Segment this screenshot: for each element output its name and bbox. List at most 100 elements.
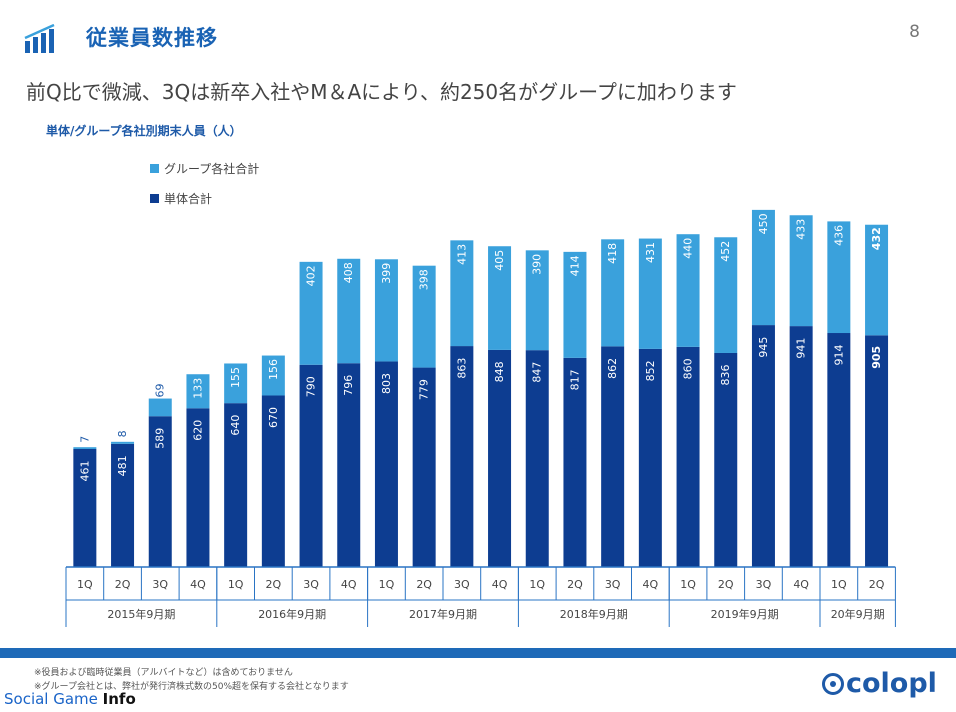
label-standalone-4: 620	[191, 420, 204, 441]
tick-label-7: 3Q	[303, 578, 319, 591]
footer-bar	[0, 648, 956, 658]
label-group-3: 69	[154, 384, 167, 398]
bar-group-3	[148, 398, 172, 417]
label-group-12: 405	[493, 250, 506, 271]
label-standalone-11: 863	[455, 358, 468, 379]
bar-group-18	[714, 237, 738, 353]
bar-standalone-3	[148, 416, 172, 567]
bar-standalone-4	[186, 408, 210, 567]
company-logo-text: colopl	[846, 668, 937, 699]
bar-group-15	[601, 239, 625, 347]
label-group-14: 414	[568, 255, 581, 276]
bar-group-2	[111, 441, 135, 444]
tick-label-12: 4Q	[492, 578, 508, 591]
label-group-5: 155	[229, 367, 242, 388]
tick-label-11: 3Q	[454, 578, 470, 591]
legend-label-group: グループ各社合計	[164, 161, 260, 176]
bar-standalone-18	[714, 352, 738, 567]
bar-standalone-10	[412, 367, 436, 567]
label-standalone-1: 461	[78, 460, 91, 481]
tick-label-3: 3Q	[152, 578, 168, 591]
legend-swatch-standalone	[150, 193, 159, 203]
bar-group-11	[450, 240, 474, 347]
legend-item-standalone: 単体合計	[150, 188, 259, 208]
legend-label-standalone: 単体合計	[164, 191, 213, 206]
tick-label-21: 1Q	[831, 578, 847, 591]
colopl-logo-icon	[822, 672, 844, 695]
group-label-5: 2019年9月期	[711, 607, 779, 621]
legend-item-group: グループ各社合計	[150, 158, 259, 178]
label-standalone-7: 790	[305, 376, 318, 397]
label-group-2: 8	[116, 430, 129, 437]
label-standalone-16: 852	[644, 360, 657, 381]
label-group-8: 408	[342, 262, 355, 283]
watermark-brand: Social Game Info	[4, 690, 136, 708]
bar-standalone-16	[638, 348, 662, 567]
tick-label-17: 1Q	[680, 578, 696, 591]
label-group-15: 418	[606, 243, 619, 264]
label-standalone-8: 796	[342, 375, 355, 396]
tick-label-2: 2Q	[115, 578, 131, 591]
group-label-3: 2017年9月期	[409, 607, 477, 621]
label-group-17: 440	[682, 238, 695, 259]
label-group-1: 7	[78, 436, 91, 443]
bar-standalone-1	[73, 448, 97, 567]
legend: グループ各社合計 単体合計	[150, 158, 259, 218]
legend-swatch-group	[150, 163, 159, 173]
label-group-4: 133	[191, 378, 204, 399]
brand-text: Social Game	[4, 690, 103, 708]
bar-group-21	[827, 221, 851, 334]
stacked-bar-chart: 461 7 1Q 481 8 2Q 589 69 3Q 620 133 4Q 640 155 1Q 670 15…	[65, 209, 896, 627]
label-group-20: 433	[795, 219, 808, 240]
label-group-21: 436	[832, 225, 845, 246]
label-standalone-21: 914	[832, 345, 845, 366]
bar-standalone-20	[789, 326, 813, 567]
label-group-16: 431	[644, 242, 657, 263]
bar-standalone-8	[337, 363, 361, 567]
label-standalone-2: 481	[116, 455, 129, 476]
bar-group-10	[412, 265, 436, 368]
label-group-6: 156	[267, 359, 280, 380]
bar-standalone-13	[525, 350, 549, 567]
tick-label-18: 2Q	[718, 578, 734, 591]
label-standalone-6: 670	[267, 407, 280, 428]
bar-standalone-11	[450, 346, 474, 567]
label-group-18: 452	[719, 241, 732, 262]
tick-label-4: 4Q	[190, 578, 206, 591]
label-standalone-12: 848	[493, 361, 506, 382]
bar-group-7	[299, 261, 323, 365]
label-standalone-18: 836	[719, 364, 732, 385]
label-standalone-15: 862	[606, 358, 619, 379]
tick-label-14: 2Q	[567, 578, 583, 591]
bar-group-13	[525, 250, 549, 351]
bar-standalone-9	[374, 361, 398, 567]
tick-label-1: 1Q	[77, 578, 93, 591]
chart-title: 単体/グループ各社別期末人員（人）	[46, 124, 242, 138]
bar-group-12	[488, 246, 512, 350]
footnote-1: ※役員および臨時従業員（アルバイトなど）は含めておりません	[34, 668, 293, 678]
group-label-6: 20年9月期	[831, 607, 885, 621]
label-group-13: 390	[531, 254, 544, 275]
page-title: 従業員数推移	[86, 26, 218, 50]
label-standalone-19: 945	[757, 337, 770, 358]
tick-label-8: 4Q	[341, 578, 357, 591]
tick-label-5: 1Q	[228, 578, 244, 591]
bar-group-6	[261, 355, 285, 396]
tick-label-6: 2Q	[266, 578, 282, 591]
bar-group-8	[337, 258, 361, 364]
bar-group-14	[563, 251, 587, 358]
page-number: 8	[909, 22, 920, 42]
bar-standalone-17	[676, 346, 700, 567]
bar-standalone-6	[261, 395, 285, 567]
bar-standalone-7	[299, 364, 323, 567]
tick-label-10: 2Q	[416, 578, 432, 591]
tick-label-16: 4Q	[643, 578, 659, 591]
bar-standalone-15	[601, 346, 625, 567]
label-group-11: 413	[455, 244, 468, 265]
group-label-2: 2016年9月期	[258, 607, 326, 621]
tick-label-19: 3Q	[756, 578, 772, 591]
bar-standalone-21	[827, 333, 851, 567]
group-label-4: 2018年9月期	[560, 607, 628, 621]
footnotes: ※役員および臨時従業員（アルバイトなど）は含めておりません ※グループ会社とは、…	[34, 666, 349, 694]
footnote-2: ※グループ会社とは、弊社が発行済株式数の50%超を保有する会社となります	[34, 682, 349, 692]
